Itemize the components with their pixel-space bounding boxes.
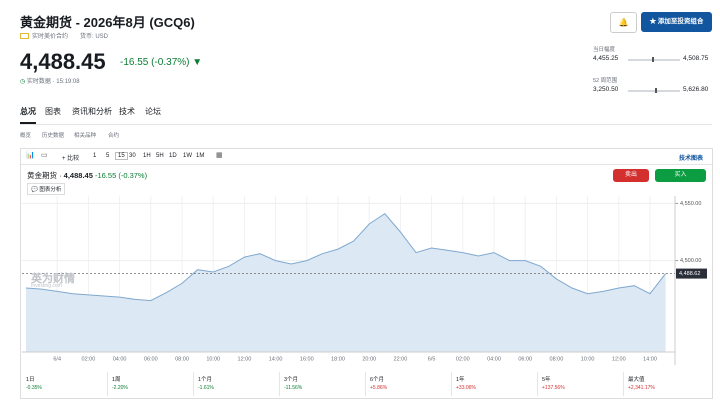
tab[interactable]: 资讯和分析	[72, 107, 112, 116]
add-portfolio-label: 添加至投资组合	[657, 18, 704, 25]
tab[interactable]: 技术	[119, 107, 135, 116]
perf-period: 1日	[26, 377, 35, 383]
perf-period: 3个月	[284, 377, 299, 383]
watermark-sub: Investing.com	[31, 283, 62, 289]
chart-frame	[20, 148, 713, 399]
perf-change: +137.56%	[542, 385, 565, 391]
range-label: 当日幅度	[593, 47, 616, 53]
title: 黄金期货 - 2026年8月 (GCQ6)	[20, 15, 195, 30]
tab-border	[20, 124, 712, 125]
range-label: 52 周范围	[593, 78, 618, 84]
contract: 实时美价合约	[32, 34, 69, 40]
perf-change: -2.20%	[112, 385, 128, 391]
subtab[interactable]: 相关品种	[74, 133, 97, 139]
indicator-icon[interactable]: ▭	[41, 152, 48, 159]
time: ◷ 实时数据 · 15:19:08	[20, 79, 80, 85]
perf-period: 最大值	[628, 377, 645, 383]
chart-type-icon[interactable]: 📊	[26, 152, 35, 159]
interval[interactable]: 1M	[196, 153, 205, 159]
perf-cell	[22, 372, 108, 396]
chart-change: -16.55 (-0.37%)	[94, 171, 148, 180]
range-dot	[655, 88, 657, 93]
range-bar	[628, 90, 680, 92]
perf-cell	[280, 372, 366, 396]
range-dot	[652, 57, 654, 62]
tab-underline	[20, 122, 36, 124]
perf-cell	[194, 372, 280, 396]
chart-analysis[interactable]: 💬 图表分析	[27, 183, 66, 195]
interval[interactable]: 1	[93, 153, 97, 159]
perf-change: +33.06%	[456, 385, 476, 391]
interval[interactable]: 30	[129, 153, 136, 159]
tech-chart[interactable]: 技术图表	[679, 156, 704, 162]
perf-period: 6个月	[370, 377, 385, 383]
perf-period: 1个月	[198, 377, 213, 383]
add-portfolio-button[interactable]: ★ 添加至投资组合	[641, 12, 712, 32]
range-high: 5,626.80	[683, 86, 709, 93]
interval[interactable]: 5H	[156, 153, 164, 159]
interval[interactable]: 5	[106, 153, 110, 159]
perf-cell	[452, 372, 538, 396]
interval[interactable]: 15	[115, 152, 128, 160]
range-high: 4,508.75	[683, 55, 709, 62]
perf-period: 5年	[542, 377, 551, 383]
interval[interactable]: 1W	[183, 153, 192, 159]
chart-analysis-text: 图表分析	[39, 187, 62, 193]
layout-icon[interactable]: ▦	[216, 152, 223, 159]
interval[interactable]: 1D	[169, 153, 177, 159]
perf-cell	[366, 372, 452, 396]
perf-period: 1年	[456, 377, 465, 383]
subtab[interactable]: 历史数据	[42, 133, 65, 139]
watermark: 英为财情	[31, 273, 75, 285]
interval[interactable]: 1H	[143, 153, 151, 159]
time-text: 实时数据 · 15:19:08	[26, 79, 80, 85]
chart-price: 4,488.45	[63, 171, 93, 180]
tab[interactable]: 图表	[45, 107, 61, 116]
sell-button[interactable]: 卖出	[613, 169, 649, 182]
perf-change: -0.35%	[26, 385, 42, 391]
perf-period: 1周	[112, 377, 121, 383]
perf-change: -1.61%	[198, 385, 214, 391]
perf-cell	[538, 372, 624, 396]
compare[interactable]: + 比较	[62, 156, 80, 162]
range-low: 3,250.50	[593, 86, 619, 93]
perf-change: -11.56%	[284, 385, 303, 391]
perf-change: +2,341.17%	[628, 385, 655, 391]
range-bar	[628, 59, 680, 61]
currency: 货币: USD	[80, 34, 109, 40]
change-text: -16.55 (-0.37%)	[120, 57, 190, 68]
alert-button[interactable]: 🔔	[610, 12, 637, 33]
subtab[interactable]: 合约	[108, 133, 120, 139]
chart-name: 黄金期货 · 4,488.45 -16.55 (-0.37%)	[27, 171, 148, 180]
tab[interactable]: 论坛	[145, 107, 161, 116]
change: -16.55 (-0.37%) ▼	[120, 57, 203, 68]
tab[interactable]: 总况	[20, 107, 36, 116]
range-low: 4,455.25	[593, 55, 619, 62]
perf-change: +5.86%	[370, 385, 388, 391]
toolbar-border	[21, 164, 712, 165]
price: 4,488.45	[20, 49, 106, 74]
chart-name-text: 黄金期货	[27, 171, 57, 180]
subtab[interactable]: 概览	[20, 133, 32, 139]
buy-button[interactable]: 买入	[655, 169, 706, 182]
flag-icon	[20, 33, 29, 39]
perf-cell	[108, 372, 194, 396]
